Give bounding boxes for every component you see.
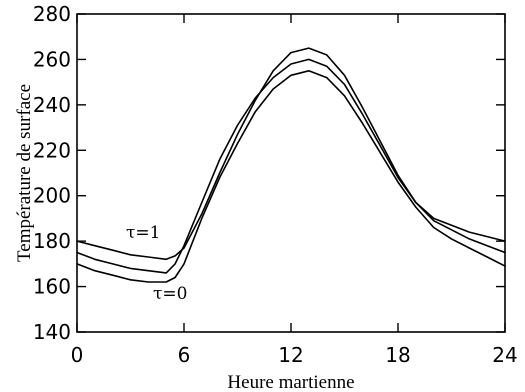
y-tick-label: 180 <box>33 229 71 253</box>
y-tick-label: 240 <box>33 93 71 117</box>
x-axis-title: Heure martienne <box>227 372 354 392</box>
y-tick-label: 280 <box>33 2 71 26</box>
y-tick-label: 140 <box>33 320 71 344</box>
series-line-2 <box>76 58 506 274</box>
x-tick-label: 0 <box>71 343 84 367</box>
series-line-3 <box>76 70 506 283</box>
plot-frame <box>76 13 506 333</box>
y-axis-ticks: 140 160 180 200 220 240 260 280 <box>33 2 505 344</box>
x-tick-label: 18 <box>385 343 410 367</box>
y-tick-label: 200 <box>33 184 71 208</box>
series-layer <box>76 47 506 283</box>
y-tick-label: 260 <box>33 47 71 71</box>
annotation-tau-1: τ=1 <box>126 223 160 243</box>
y-tick-label: 160 <box>33 275 71 299</box>
x-axis-ticks: 0 6 12 18 24 <box>71 14 518 367</box>
x-tick-label: 6 <box>178 343 191 367</box>
x-tick-label: 24 <box>492 343 517 367</box>
series-line-1 <box>76 47 506 261</box>
x-tick-label: 12 <box>278 343 303 367</box>
y-axis-title: Température de surface <box>14 84 35 262</box>
y-tick-label: 220 <box>33 138 71 162</box>
annotation-tau-0: τ=0 <box>153 284 187 304</box>
